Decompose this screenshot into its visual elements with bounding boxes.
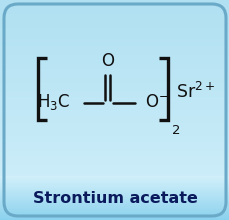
Text: O: O	[101, 52, 114, 70]
Text: H$_3$C: H$_3$C	[37, 92, 70, 112]
Text: Sr$^{2+}$: Sr$^{2+}$	[176, 82, 215, 102]
Text: O$^{-}$: O$^{-}$	[144, 93, 168, 111]
Text: Strontium acetate: Strontium acetate	[33, 191, 196, 206]
Text: 2: 2	[171, 124, 180, 137]
